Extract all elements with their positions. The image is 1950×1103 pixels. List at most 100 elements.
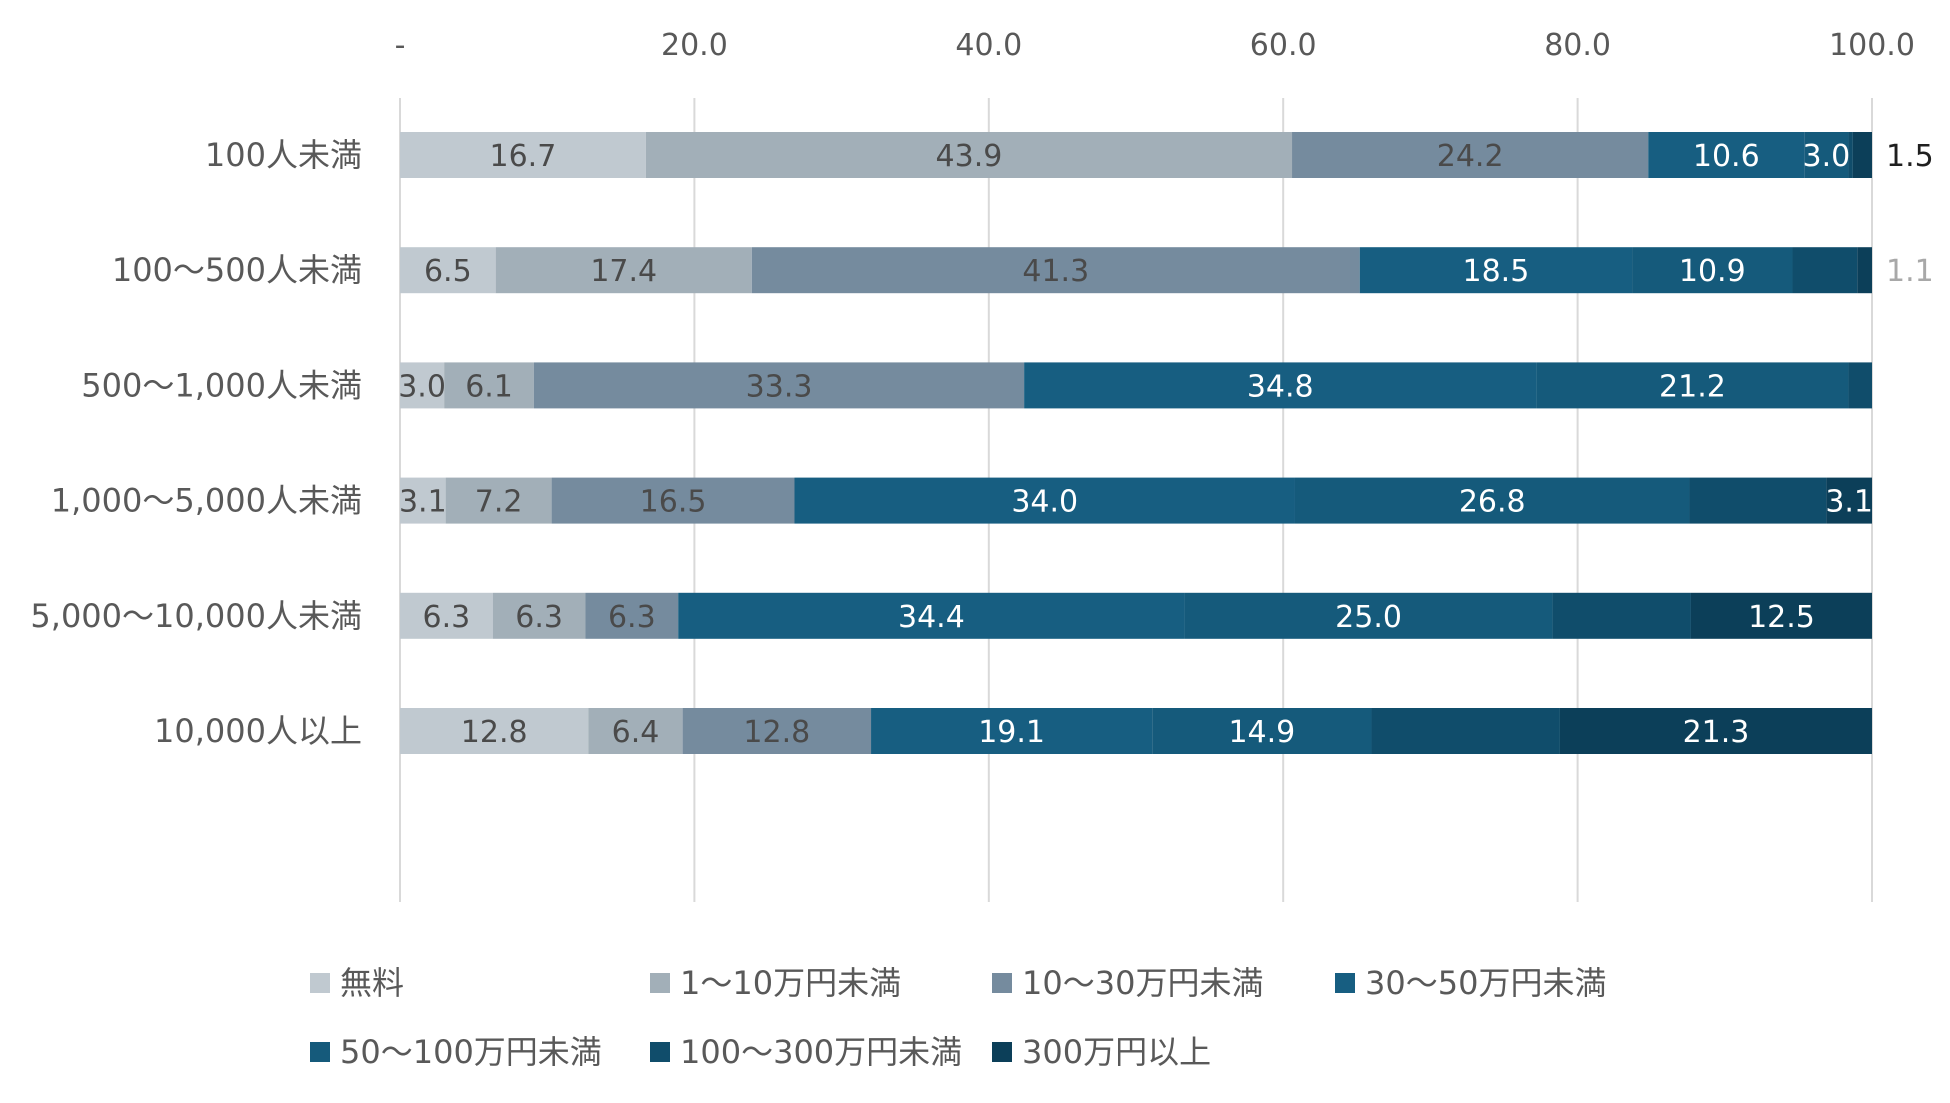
- data-label: 17.4: [590, 254, 657, 289]
- legend-swatch: [310, 1042, 330, 1062]
- bar-segment: [1184, 592, 1553, 639]
- outside-data-label: 1.5: [1886, 139, 1934, 174]
- legend-swatch: [650, 1042, 670, 1062]
- data-label: 16.7: [490, 139, 557, 174]
- bar-segment: [682, 708, 872, 754]
- data-label: 12.8: [461, 715, 528, 750]
- data-label: 34.0: [1011, 485, 1078, 520]
- bar-segment: [1292, 132, 1649, 178]
- data-label: 21.2: [1659, 369, 1726, 404]
- bar-segment: [1024, 362, 1537, 409]
- data-label: 12.8: [743, 715, 810, 750]
- category-label: 500〜1,000人未満: [81, 366, 362, 404]
- bar-segment: [495, 247, 752, 294]
- bar-segment: [585, 592, 679, 639]
- data-label: 6.3: [515, 600, 563, 635]
- data-label: 26.8: [1459, 485, 1526, 520]
- bar-segment: [1632, 247, 1793, 294]
- bar-segment: [444, 362, 534, 409]
- x-tick-label: 20.0: [661, 28, 728, 63]
- legend-swatch: [992, 973, 1012, 993]
- legend-swatch: [1335, 973, 1355, 993]
- x-axis-ticks: - 20.0 40.0 60.0 80.0 100.0: [395, 28, 1915, 63]
- data-label: 24.2: [1437, 139, 1504, 174]
- data-label: 43.9: [936, 139, 1003, 174]
- bar-segment: [1559, 708, 1872, 754]
- bar-segment: [400, 247, 496, 294]
- bar-segment: [533, 362, 1025, 409]
- data-labels: 16.7 43.9 24.2 10.6 3.0 6.5 17.4 41.3 18.5 10.9 3.…: [398, 139, 1933, 750]
- data-label: 3.1: [399, 485, 447, 520]
- legend-label: 1〜10万円未満: [680, 964, 901, 1002]
- bar-segment: [1852, 132, 1872, 178]
- data-label: 6.4: [612, 715, 660, 750]
- data-label: 34.4: [898, 600, 965, 635]
- bar-segment: [1848, 362, 1872, 409]
- legend: 無料 1〜10万円未満 10〜30万円未満 30〜50万円未満 50〜100万円未満 10…: [310, 964, 1606, 1071]
- x-tick-label: 80.0: [1544, 28, 1611, 63]
- legend-label: 300万円以上: [1022, 1033, 1211, 1071]
- legend-label: 10〜30万円未満: [1022, 964, 1263, 1002]
- legend-label: 無料: [340, 964, 404, 1002]
- data-label: 6.1: [465, 369, 513, 404]
- bar-segment: [1848, 132, 1853, 178]
- bar-segment: [1689, 477, 1827, 524]
- y-axis-categories: 100人未満 100〜500人未満 500〜1,000人未満 1,000〜5,000人…: [30, 136, 362, 750]
- bar-segment: [1648, 132, 1805, 178]
- category-label: 100〜500人未満: [112, 251, 362, 289]
- data-label: 6.5: [424, 254, 472, 289]
- bar-segment: [871, 708, 1153, 754]
- category-label: 100人未満: [205, 136, 362, 174]
- outside-data-label: 1.1: [1886, 254, 1934, 289]
- data-label: 33.3: [746, 369, 813, 404]
- bar-segment: [645, 132, 1293, 178]
- data-label: 16.5: [640, 485, 707, 520]
- bar-segment: [588, 708, 683, 754]
- legend-label: 100〜300万円未満: [680, 1033, 962, 1071]
- data-label: 3.0: [398, 369, 446, 404]
- x-tick-label: -: [395, 28, 406, 63]
- category-label: 10,000人以上: [154, 712, 362, 750]
- data-label: 10.9: [1679, 254, 1746, 289]
- bar-segment: [1371, 708, 1560, 754]
- legend-label: 30〜50万円未満: [1365, 964, 1606, 1002]
- data-label: 25.0: [1335, 600, 1402, 635]
- bar-segment: [1826, 477, 1872, 524]
- bar-segment: [1152, 708, 1372, 754]
- data-label: 18.5: [1463, 254, 1530, 289]
- bar-segment: [794, 477, 1295, 524]
- data-label: 41.3: [1022, 254, 1089, 289]
- bar-segment: [1857, 247, 1872, 294]
- x-tick-label: 100.0: [1829, 28, 1915, 63]
- data-label: 3.0: [1803, 139, 1851, 174]
- data-label: 19.1: [978, 715, 1045, 750]
- bar-segment: [1359, 247, 1633, 294]
- bar-segment: [400, 592, 493, 639]
- bar-segment: [751, 247, 1360, 294]
- bar-segment: [400, 362, 445, 409]
- bar-segment: [1552, 592, 1691, 639]
- bar-segment: [1294, 477, 1690, 524]
- category-label: 5,000〜10,000人未満: [30, 597, 362, 635]
- bar-segment: [1536, 362, 1849, 409]
- data-label: 6.3: [423, 600, 471, 635]
- x-tick-label: 60.0: [1250, 28, 1317, 63]
- legend-swatch: [310, 973, 330, 993]
- data-label: 7.2: [475, 485, 523, 520]
- bars: [400, 132, 1872, 754]
- data-label: 14.9: [1228, 715, 1295, 750]
- legend-label: 50〜100万円未満: [340, 1033, 602, 1071]
- bar-segment: [1804, 132, 1849, 178]
- legend-swatch: [992, 1042, 1012, 1062]
- x-tick-label: 40.0: [955, 28, 1022, 63]
- bar-segment: [1690, 592, 1872, 639]
- bar-segment: [400, 477, 446, 524]
- bar-segment: [551, 477, 795, 524]
- bar-segment: [678, 592, 1185, 639]
- bar-segment: [400, 708, 589, 754]
- bar-segment: [1792, 247, 1858, 294]
- data-label: 6.3: [608, 600, 656, 635]
- data-label: 10.6: [1693, 139, 1760, 174]
